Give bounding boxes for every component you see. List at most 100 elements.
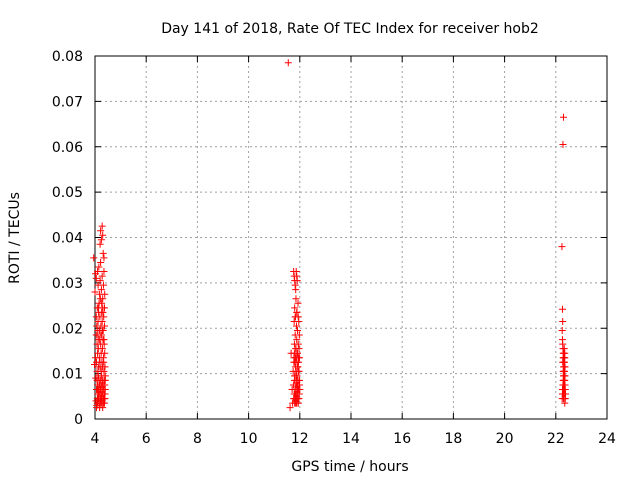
data-point: [295, 354, 303, 362]
data-point: [101, 349, 109, 357]
data-point: [295, 367, 303, 375]
data-point: [101, 376, 109, 384]
data-point: [560, 390, 568, 398]
data-point: [561, 372, 569, 380]
data-point: [100, 336, 108, 344]
data-point: [558, 243, 566, 251]
data-point: [293, 272, 301, 280]
x-tick-label: 24: [598, 431, 616, 447]
axis-ticks: [94, 55, 608, 420]
data-point: [293, 336, 301, 344]
data-point: [559, 395, 567, 403]
data-point: [294, 299, 302, 307]
data-point: [294, 399, 302, 407]
data-point: [561, 354, 569, 362]
data-point: [286, 404, 294, 412]
x-tick-label: 22: [547, 431, 565, 447]
x-tick-label: 20: [496, 431, 514, 447]
data-point: [90, 254, 98, 262]
data-point: [97, 367, 105, 375]
data-point: [98, 222, 106, 230]
data-point: [561, 386, 569, 394]
data-point: [100, 386, 108, 394]
data-point: [91, 288, 99, 296]
y-tick-labels: 0 0.01 0.02 0.03 0.04 0.05 0.06 0.07 0.08: [52, 49, 83, 428]
data-point: [95, 263, 103, 271]
data-point: [92, 274, 100, 282]
data-point: [560, 345, 568, 353]
y-tick-label: 0.06: [52, 140, 83, 156]
y-tick-label: 0.05: [52, 185, 83, 201]
x-tick-label: 18: [444, 431, 462, 447]
data-point: [560, 381, 568, 389]
data-point: [100, 268, 108, 276]
data-point: [98, 272, 106, 280]
data-point: [94, 268, 102, 276]
data-point: [99, 281, 107, 289]
chart-title: Day 141 of 2018, Rate Of TEC Index for r…: [161, 21, 539, 37]
data-point: [101, 290, 109, 298]
data-point: [100, 304, 108, 312]
data-point: [98, 363, 106, 371]
data-point: [560, 363, 568, 371]
data-point: [559, 367, 567, 375]
data-point: [101, 390, 109, 398]
data-point: [99, 231, 107, 239]
data-point: [560, 349, 568, 357]
data-point: [292, 381, 300, 389]
data-point: [295, 331, 303, 339]
y-tick-label: 0.03: [52, 276, 83, 292]
data-point: [98, 345, 106, 353]
data-point: [294, 363, 302, 371]
data-point: [98, 299, 106, 307]
data-point: [295, 317, 303, 325]
data-point: [559, 317, 567, 325]
data-point: [293, 327, 301, 335]
data-point: [292, 295, 300, 303]
x-tick-label: 6: [142, 431, 151, 447]
x-tick-label: 4: [91, 431, 100, 447]
data-point: [293, 390, 301, 398]
data-point: [99, 308, 107, 316]
data-point: [94, 304, 102, 312]
data-point: [293, 277, 301, 285]
data-point: [293, 372, 301, 380]
data-point: [294, 340, 302, 348]
data-point: [100, 358, 108, 366]
data-point: [100, 313, 108, 321]
data-point: [99, 399, 107, 407]
data-point: [284, 59, 292, 67]
y-tick-label: 0.02: [52, 321, 83, 337]
data-point: [98, 327, 106, 335]
data-point: [97, 236, 105, 244]
data-point: [295, 345, 303, 353]
data-point: [559, 140, 567, 148]
x-tick-label: 10: [240, 431, 258, 447]
data-point: [99, 295, 107, 303]
data-point: [561, 376, 569, 384]
data-point: [558, 327, 566, 335]
data-point: [98, 317, 106, 325]
data-point: [291, 281, 299, 289]
data-point: [96, 277, 104, 285]
y-tick-label: 0.07: [52, 94, 83, 110]
data-point: [99, 404, 107, 412]
data-point: [97, 227, 105, 235]
data-point: [559, 113, 567, 121]
data-point: [292, 268, 300, 276]
data-point: [294, 313, 302, 321]
data-point: [96, 240, 104, 248]
grid: [95, 56, 607, 419]
data-point: [100, 395, 108, 403]
data-point: [294, 386, 302, 394]
data-point: [99, 249, 107, 257]
data-point: [92, 354, 100, 362]
x-tick-label: 8: [193, 431, 202, 447]
data-point: [100, 254, 108, 262]
x-tick-label: 14: [342, 431, 360, 447]
data-point: [560, 358, 568, 366]
data-point: [293, 349, 301, 357]
data-point: [291, 304, 299, 312]
